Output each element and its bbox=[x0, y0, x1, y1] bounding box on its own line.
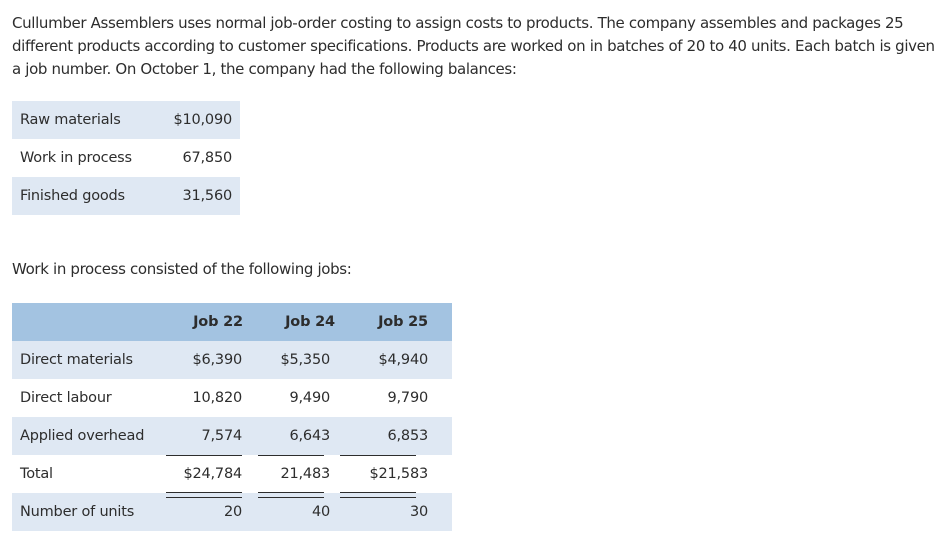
balance-value: 67,850 bbox=[158, 139, 240, 177]
cell-value: $21,583 bbox=[354, 455, 452, 493]
cell-value: 7,574 bbox=[170, 417, 266, 455]
table-header-row: Job 22 Job 24 Job 25 bbox=[12, 303, 452, 341]
row-label: Applied overhead bbox=[12, 417, 170, 455]
balances-table: Raw materials $10,090 Work in process 67… bbox=[12, 101, 240, 215]
table-row: Number of units 20 40 30 bbox=[12, 493, 452, 531]
cell-value: 6,643 bbox=[266, 417, 354, 455]
row-label: Number of units bbox=[12, 493, 170, 531]
cell-value: 10,820 bbox=[170, 379, 266, 417]
table-row: Raw materials $10,090 bbox=[12, 101, 240, 139]
cell-value: 20 bbox=[170, 493, 266, 531]
cell-value: $4,940 bbox=[354, 341, 452, 379]
table-row: Direct materials $6,390 $5,350 $4,940 bbox=[12, 341, 452, 379]
table-row: Work in process 67,850 bbox=[12, 139, 240, 177]
balance-label: Raw materials bbox=[12, 101, 158, 139]
cell-value: 21,483 bbox=[266, 455, 354, 493]
cell-value: $5,350 bbox=[266, 341, 354, 379]
double-rule-job-24 bbox=[258, 492, 324, 498]
column-header-job-24: Job 24 bbox=[266, 303, 354, 341]
column-header-job-25: Job 25 bbox=[354, 303, 452, 341]
cell-value: 40 bbox=[266, 493, 354, 531]
double-rule-job-22 bbox=[166, 492, 242, 498]
table-row-total: Total $24,784 21,483 $21,583 bbox=[12, 455, 452, 493]
double-rule-job-25 bbox=[340, 492, 416, 498]
jobs-table: Job 22 Job 24 Job 25 Direct materials $6… bbox=[12, 303, 452, 531]
row-label: Direct labour bbox=[12, 379, 170, 417]
balance-value: $10,090 bbox=[158, 101, 240, 139]
table-row: Finished goods 31,560 bbox=[12, 177, 240, 215]
cell-value: 9,490 bbox=[266, 379, 354, 417]
header-blank bbox=[12, 303, 170, 341]
cell-value: $6,390 bbox=[170, 341, 266, 379]
column-header-job-22: Job 22 bbox=[170, 303, 266, 341]
jobs-intro: Work in process consisted of the followi… bbox=[12, 260, 352, 278]
balance-value: 31,560 bbox=[158, 177, 240, 215]
problem-intro: Cullumber Assemblers uses normal job-ord… bbox=[12, 14, 935, 78]
total-rule-job-24 bbox=[258, 455, 324, 456]
cell-value: 6,853 bbox=[354, 417, 452, 455]
balance-label: Finished goods bbox=[12, 177, 158, 215]
table-row: Applied overhead 7,574 6,643 6,853 bbox=[12, 417, 452, 455]
cell-value: 30 bbox=[354, 493, 452, 531]
row-label: Direct materials bbox=[12, 341, 170, 379]
table-row: Direct labour 10,820 9,490 9,790 bbox=[12, 379, 452, 417]
cell-value: $24,784 bbox=[170, 455, 266, 493]
balance-label: Work in process bbox=[12, 139, 158, 177]
row-label: Total bbox=[12, 455, 170, 493]
total-rule-job-25 bbox=[340, 455, 416, 456]
cell-value: 9,790 bbox=[354, 379, 452, 417]
total-rule-job-22 bbox=[166, 455, 242, 456]
